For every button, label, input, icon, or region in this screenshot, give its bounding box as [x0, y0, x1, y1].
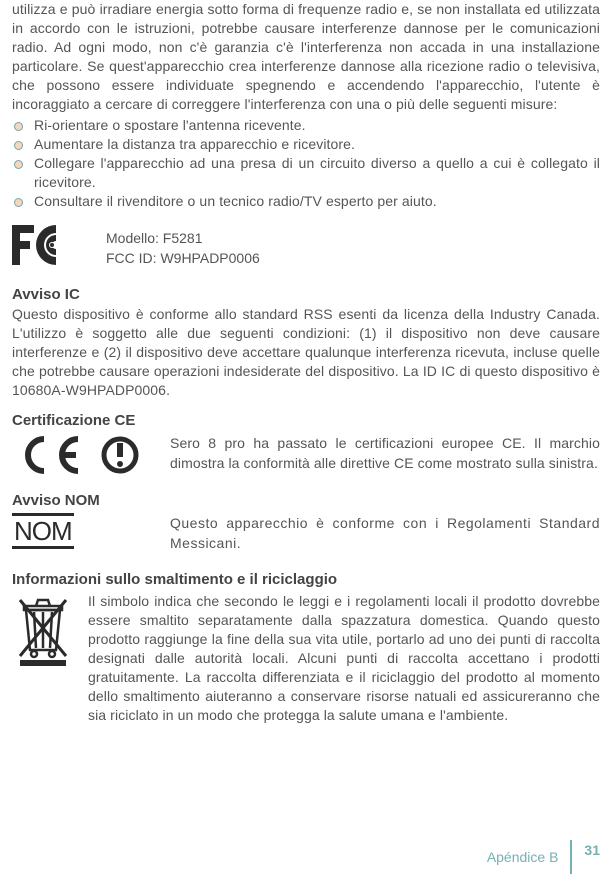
fcc-model: Modello: F5281 — [106, 228, 260, 248]
ic-text: Questo dispositivo è conforme allo stand… — [12, 305, 600, 400]
nom-row: NOM Questo apparecchio è conforme con i … — [12, 513, 600, 553]
measures-list: Ri-orientare o spostare l'antenna riceve… — [12, 116, 600, 211]
list-item: Ri-orientare o spostare l'antenna riceve… — [12, 116, 600, 135]
recycle-row: Il simbolo indica che secondo le leggi e… — [12, 592, 600, 725]
list-item: Consultare il rivenditore o un tecnico r… — [12, 192, 600, 211]
nom-mark-icon: NOM — [12, 513, 142, 549]
fcc-id: FCC ID: W9HPADP0006 — [106, 248, 260, 268]
intro-paragraph: utilizza e può irradiare energia sotto f… — [12, 0, 600, 114]
recycle-title: Informazioni sullo smaltimento e il rici… — [12, 571, 600, 588]
footer-label: Apéndice B — [487, 849, 571, 865]
list-item: Collegare l'apparecchio ad una presa di … — [12, 154, 600, 192]
ce-title: Certificazione CE — [12, 412, 600, 429]
ic-title: Avviso IC — [12, 286, 600, 303]
ce-row: Sero 8 pro ha passato le certificazioni … — [12, 433, 600, 480]
page-footer: Apéndice B 31 — [487, 842, 600, 872]
fcc-row: Modello: F5281 FCC ID: W9HPADP0006 — [12, 221, 600, 274]
list-item: Aumentare la distanza tra apparecchio e … — [12, 135, 600, 154]
ce-text: Sero 8 pro ha passato le certificazioni … — [170, 433, 600, 473]
nom-text: Questo apparecchio è conforme con i Rego… — [170, 513, 600, 553]
ce-mark-icon — [12, 433, 142, 480]
weee-bin-icon — [12, 592, 74, 675]
recycle-text: Il simbolo indica che secondo le leggi e… — [88, 592, 600, 725]
page-number: 31 — [570, 840, 600, 874]
nom-title: Avviso NOM — [12, 492, 600, 509]
fcc-logo-icon — [12, 221, 82, 274]
